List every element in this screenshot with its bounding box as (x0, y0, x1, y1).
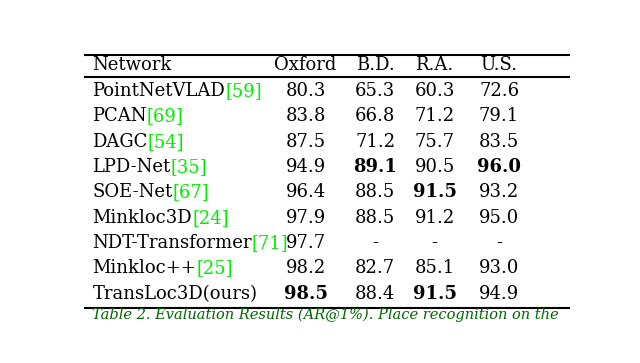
Text: PCAN: PCAN (92, 107, 147, 126)
Text: 94.9: 94.9 (479, 285, 519, 303)
Text: 83.5: 83.5 (479, 133, 519, 151)
Text: U.S.: U.S. (481, 56, 518, 74)
Text: 95.0: 95.0 (479, 209, 519, 227)
Text: -: - (431, 234, 438, 252)
Text: 88.5: 88.5 (355, 209, 396, 227)
Text: Oxford: Oxford (275, 56, 337, 74)
Text: 98.5: 98.5 (284, 285, 328, 303)
Text: Minkloc3D: Minkloc3D (92, 209, 192, 227)
Text: 89.1: 89.1 (353, 158, 397, 176)
Text: 90.5: 90.5 (415, 158, 455, 176)
Text: SOE-Net: SOE-Net (92, 183, 173, 201)
Text: NDT-Transformer: NDT-Transformer (92, 234, 252, 252)
Text: 97.7: 97.7 (285, 234, 326, 252)
Text: 80.3: 80.3 (285, 82, 326, 100)
Text: 97.9: 97.9 (285, 209, 326, 227)
Text: PointNetVLAD: PointNetVLAD (92, 82, 225, 100)
Text: 66.8: 66.8 (355, 107, 396, 126)
Text: B.D.: B.D. (356, 56, 394, 74)
Text: [69]: [69] (147, 107, 184, 126)
Text: Table 2. Evaluation Results (AR@1%). Place recognition on the: Table 2. Evaluation Results (AR@1%). Pla… (92, 308, 559, 322)
Text: 93.2: 93.2 (479, 183, 519, 201)
Text: Minkloc++: Minkloc++ (92, 259, 196, 277)
Text: 71.2: 71.2 (355, 133, 395, 151)
Text: 71.2: 71.2 (415, 107, 454, 126)
Text: 96.0: 96.0 (477, 158, 521, 176)
Text: 65.3: 65.3 (355, 82, 396, 100)
Text: -: - (372, 234, 378, 252)
Text: 72.6: 72.6 (479, 82, 519, 100)
Text: DAGC: DAGC (92, 133, 148, 151)
Text: 98.2: 98.2 (285, 259, 326, 277)
Text: 82.7: 82.7 (355, 259, 395, 277)
Text: [71]: [71] (252, 234, 289, 252)
Text: [67]: [67] (173, 183, 209, 201)
Text: 93.0: 93.0 (479, 259, 519, 277)
Text: 87.5: 87.5 (285, 133, 326, 151)
Text: 60.3: 60.3 (415, 82, 455, 100)
Text: LPD-Net: LPD-Net (92, 158, 171, 176)
Text: 91.5: 91.5 (413, 285, 457, 303)
Text: 83.8: 83.8 (285, 107, 326, 126)
Text: 85.1: 85.1 (415, 259, 455, 277)
Text: 91.2: 91.2 (415, 209, 455, 227)
Text: 91.5: 91.5 (413, 183, 457, 201)
Text: 79.1: 79.1 (479, 107, 519, 126)
Text: TransLoc3D(ours): TransLoc3D(ours) (92, 285, 257, 303)
Text: Network: Network (92, 56, 172, 74)
Text: -: - (496, 234, 502, 252)
Text: [24]: [24] (192, 209, 228, 227)
Text: [54]: [54] (148, 133, 184, 151)
Text: R.A.: R.A. (415, 56, 454, 74)
Text: [35]: [35] (171, 158, 207, 176)
Text: [59]: [59] (225, 82, 262, 100)
Text: 75.7: 75.7 (415, 133, 454, 151)
Text: 88.4: 88.4 (355, 285, 396, 303)
Text: 88.5: 88.5 (355, 183, 396, 201)
Text: 96.4: 96.4 (285, 183, 326, 201)
Text: [25]: [25] (196, 259, 233, 277)
Text: 94.9: 94.9 (285, 158, 326, 176)
